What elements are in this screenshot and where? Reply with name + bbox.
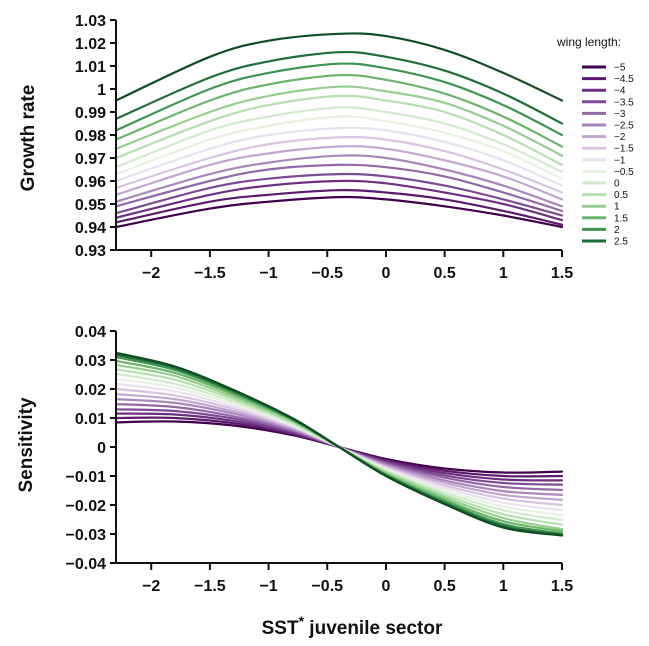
legend-label: 2.5 <box>614 237 628 248</box>
x-axis-title-suffix: juvenile sector <box>304 618 443 639</box>
sensitivity-series-line-14 <box>114 356 564 535</box>
sensitivity-series-group <box>114 351 564 537</box>
sensitivity-y-tick-label: 0.04 <box>75 324 106 341</box>
growth-x-tick-label: −1.5 <box>194 265 226 282</box>
legend-label: −4.5 <box>614 74 634 85</box>
sensitivity-chart: −0.04 −0.03 −0.02 −0.01 0 0.01 0.02 0.03 0.04 −2 −… <box>16 324 573 639</box>
growth-y-tick-label: 0.94 <box>75 220 106 237</box>
legend-label: 0 <box>614 179 620 190</box>
growth-series-line-1 <box>114 189 564 226</box>
sensitivity-x-tick-label: 0.5 <box>434 578 456 595</box>
growth-y-tick-label: 0.99 <box>75 105 106 122</box>
growth-series-line-2 <box>114 179 564 222</box>
growth-x-tick-label: −0.5 <box>311 265 343 282</box>
growth-series-line-0 <box>114 195 564 229</box>
growth-x-tick-label: −2 <box>142 265 160 282</box>
growth-x-tick-label: −1 <box>259 265 277 282</box>
growth-y-tick-label: 1 <box>97 82 106 99</box>
legend-title: wing length: <box>556 35 621 49</box>
growth-y-tick-label: 0.98 <box>75 128 106 145</box>
sensitivity-y-tick-label: −0.03 <box>66 527 107 544</box>
legend-label: −5 <box>614 63 626 74</box>
growth-series-line-13 <box>114 73 564 148</box>
sensitivity-y-tick-label: 0.03 <box>75 353 106 370</box>
legend-label: 2 <box>614 225 620 236</box>
growth-rate-chart: 0.93 0.94 0.95 0.96 0.97 0.98 0.99 1 1.01 1.02 1.0… <box>18 13 573 282</box>
sensitivity-x-tick-label: 1 <box>499 578 508 595</box>
growth-x-tick-label: 0.5 <box>434 265 456 282</box>
x-axis-title-main: SST <box>262 618 299 639</box>
growth-rate-axes: 0.93 0.94 0.95 0.96 0.97 0.98 0.99 1 1.01 1.02 1.0… <box>75 13 573 282</box>
sensitivity-y-tick-label: −0.01 <box>66 469 107 486</box>
legend: wing length: −5−4.5−4−3.5−3−2.5−2−1.5−1−… <box>556 35 634 248</box>
legend-label: −4 <box>614 86 626 97</box>
growth-y-tick-label: 0.96 <box>75 174 106 191</box>
sensitivity-y-tick-label: 0 <box>97 440 106 457</box>
sensitivity-x-tick-label: 1.5 <box>551 578 573 595</box>
growth-series-line-7 <box>114 135 564 194</box>
growth-series-line-6 <box>114 145 564 201</box>
legend-label: 0.5 <box>614 190 628 201</box>
legend-items: −5−4.5−4−3.5−3−2.5−2−1.5−1−0.500.511.522… <box>582 63 634 248</box>
growth-y-tick-label: 1.03 <box>75 13 106 30</box>
legend-label: −1 <box>614 155 626 166</box>
sensitivity-x-tick-label: 0 <box>381 578 390 595</box>
sensitivity-y-tick-label: 0.02 <box>75 382 106 399</box>
growth-x-tick-label: 0 <box>381 265 390 282</box>
legend-label: −3 <box>614 109 626 120</box>
growth-series-line-15 <box>114 50 564 125</box>
growth-rate-series-group <box>114 32 564 229</box>
growth-series-line-5 <box>114 154 564 208</box>
sensitivity-series-line-16 <box>114 351 564 537</box>
growth-rate-y-axis-title: Growth rate <box>18 85 39 192</box>
legend-label: −2.5 <box>614 121 634 132</box>
sensitivity-axes: −0.04 −0.03 −0.02 −0.01 0 0.01 0.02 0.03 0.04 −2 −… <box>66 324 574 595</box>
x-axis-title-superscript: * <box>299 613 305 629</box>
growth-series-line-4 <box>114 163 564 212</box>
growth-y-tick-label: 1.02 <box>75 36 106 53</box>
sensitivity-y-tick-label: −0.04 <box>66 556 107 573</box>
growth-series-line-9 <box>114 115 564 180</box>
sensitivity-x-tick-label: −1.5 <box>194 578 226 595</box>
x-axis-title: SST* juvenile sector <box>262 613 443 639</box>
sensitivity-y-axis-title: Sensitivity <box>16 397 37 492</box>
growth-y-tick-label: 0.93 <box>75 243 106 260</box>
legend-label: −1.5 <box>614 144 634 155</box>
sensitivity-x-tick-label: −0.5 <box>311 578 343 595</box>
growth-y-tick-label: 0.97 <box>75 151 106 168</box>
growth-series-line-12 <box>114 85 564 157</box>
growth-series-line-11 <box>114 94 564 166</box>
legend-label: 1 <box>614 202 620 213</box>
legend-label: −3.5 <box>614 97 634 108</box>
growth-series-line-14 <box>114 62 564 137</box>
legend-label: −0.5 <box>614 167 634 178</box>
legend-label: −2 <box>614 132 626 143</box>
growth-series-line-3 <box>114 172 564 217</box>
legend-label: 1.5 <box>614 213 628 224</box>
growth-series-line-8 <box>114 126 564 187</box>
sensitivity-y-tick-label: 0.01 <box>75 411 106 428</box>
growth-y-tick-label: 0.95 <box>75 197 106 214</box>
sensitivity-x-tick-label: −2 <box>142 578 160 595</box>
growth-series-line-10 <box>114 106 564 173</box>
sensitivity-x-tick-label: −1 <box>259 578 277 595</box>
sensitivity-y-tick-label: −0.02 <box>66 498 107 515</box>
growth-x-tick-label: 1 <box>499 265 508 282</box>
growth-series-line-16 <box>114 32 564 102</box>
growth-y-tick-label: 1.01 <box>75 59 106 76</box>
growth-x-tick-label: 1.5 <box>551 265 573 282</box>
